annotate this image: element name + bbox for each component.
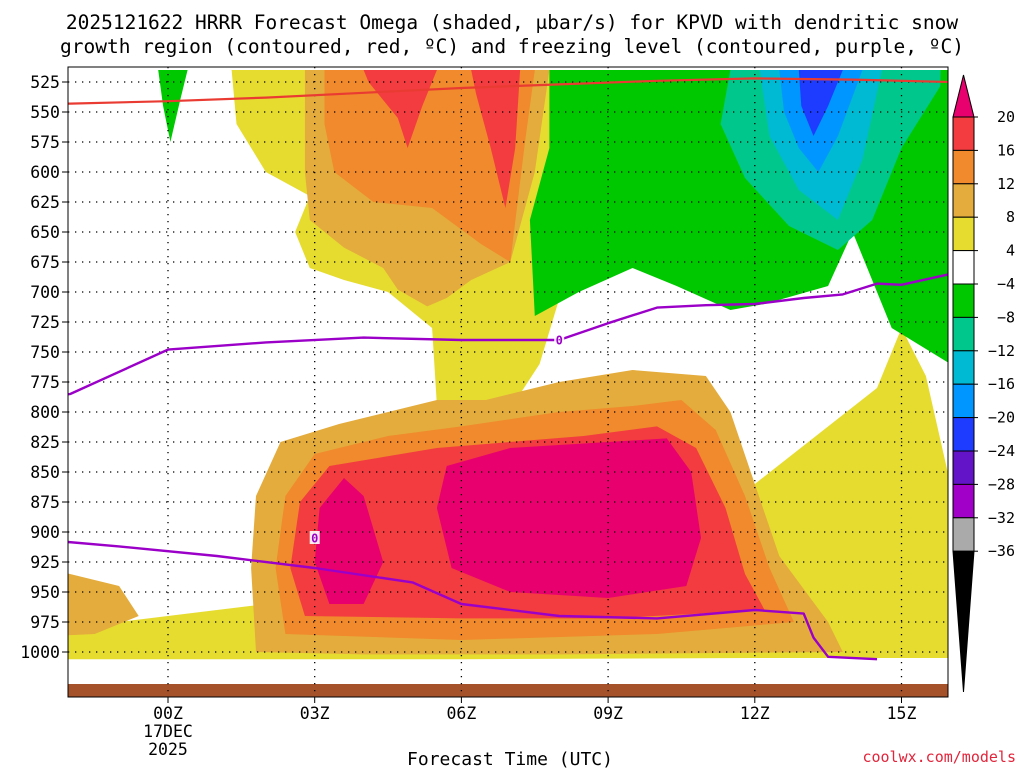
- plot-area: 00: [68, 67, 948, 697]
- y-tick-label-700: 700: [30, 283, 60, 302]
- freezing-level-lower: [68, 540, 878, 661]
- y-tick-label-600: 600: [30, 163, 60, 182]
- colorbar-swatch-9: [952, 383, 975, 419]
- colorbar-swatch-2: [952, 149, 975, 185]
- y-tick-label-525: 525: [30, 73, 60, 92]
- omega-positive-12-to-16-upper: [324, 70, 535, 262]
- chart-title-line-1: 2025121622 HRRR Forecast Omega (shaded, …: [66, 11, 958, 34]
- colorbar-label-3: 8: [1006, 208, 1015, 226]
- y-tick-label-950: 950: [30, 583, 60, 602]
- credit-text: coolwx.com/models: [862, 748, 1016, 766]
- y-tick-label-825: 825: [30, 433, 60, 452]
- colorbar-swatch-4: [952, 216, 975, 252]
- omega-positive-over-20-core-a: [314, 478, 384, 604]
- x-axis-label: Forecast Time (UTC): [407, 749, 613, 768]
- omega-negative-minus16-to-minus20: [779, 70, 863, 172]
- colorbar-swatch-5: [952, 250, 975, 285]
- freezing-level-upper: [68, 273, 948, 396]
- colorbar-swatch-11: [952, 450, 975, 485]
- colorbar-label-2: 12: [997, 175, 1015, 193]
- colorbar-swatch-6: [952, 283, 975, 318]
- y-tick-label-725: 725: [30, 313, 60, 332]
- omega-positive-over-20-core-b: [436, 438, 701, 598]
- colorbar-label-4: 4: [1006, 242, 1015, 260]
- y-tick-label-800: 800: [30, 403, 60, 422]
- y-tick-label-650: 650: [30, 223, 60, 242]
- colorbar-label-0: 20: [997, 108, 1015, 126]
- y-tick-label-1000: 1000: [20, 643, 60, 662]
- freezing-level-lower-label: 0: [311, 532, 318, 546]
- x-tick-date: 17DEC: [143, 722, 193, 741]
- colorbar-label-12: −32: [988, 509, 1015, 527]
- omega-negative-minus4-small: [158, 70, 188, 142]
- colorbar-label-7: −12: [988, 342, 1015, 360]
- dendritic-snow-contour-upper: [68, 77, 948, 105]
- y-tick-label-775: 775: [30, 373, 60, 392]
- freezing-level-upper-label-bg: [554, 333, 565, 346]
- colorbar-upper-arrow: [952, 74, 975, 118]
- x-tick-year: 2025: [148, 740, 188, 759]
- gridlines: [68, 67, 948, 697]
- colorbar-label-10: −24: [988, 442, 1015, 460]
- ground-surface-bar: [68, 684, 948, 697]
- y-tick-label-875: 875: [30, 493, 60, 512]
- colorbar-swatch-3: [952, 183, 975, 218]
- y-tick-label-900: 900: [30, 523, 60, 542]
- colorbar-swatch-13: [952, 517, 975, 552]
- chart-title-line-2: growth region (contoured, red, ºC) and f…: [60, 35, 964, 58]
- omega-negative-minus20-to-minus24: [798, 70, 843, 136]
- y-tick-label-850: 850: [30, 463, 60, 482]
- colorbar-label-9: −20: [988, 409, 1015, 427]
- omega-shading-layer: [68, 70, 948, 660]
- freezing-level-upper-label: 0: [556, 334, 563, 348]
- freezing-level-lower-label-bg: [309, 531, 320, 544]
- x-tick-label-06Z: 06Z: [446, 704, 476, 723]
- x-tick-label-15Z: 15Z: [887, 704, 917, 723]
- colorbar: 20 16 12 8 4 −4 −8 −12 −16 −20 −24 −28 −32 −36: [952, 74, 1015, 693]
- x-tick-label-00Z: 00Z: [153, 704, 183, 723]
- x-tick-label-12Z: 12Z: [740, 704, 770, 723]
- x-tick-label-09Z: 09Z: [593, 704, 623, 723]
- colorbar-swatch-12: [952, 483, 975, 519]
- omega-positive-16-to-20-core-b: [471, 70, 521, 208]
- colorbar-swatch-1: [952, 116, 975, 151]
- omega-positive-8-to-12-lower: [68, 573, 139, 636]
- colorbar-label-11: −28: [988, 475, 1015, 493]
- colorbar-swatch-7: [952, 316, 975, 352]
- colorbar-label-5: −4: [997, 275, 1015, 293]
- y-tick-label-975: 975: [30, 613, 60, 632]
- y-tick-label-575: 575: [30, 133, 60, 152]
- omega-negative-minus4-right-edge: [938, 70, 948, 317]
- colorbar-label-6: −8: [997, 308, 1015, 326]
- y-tick-label-925: 925: [30, 553, 60, 572]
- y-tick-label-750: 750: [30, 343, 60, 362]
- x-tick-label-03Z: 03Z: [300, 704, 330, 723]
- y-tick-label-625: 625: [30, 193, 60, 212]
- colorbar-lower-arrow: [952, 550, 975, 693]
- colorbar-label-1: 16: [997, 141, 1015, 159]
- colorbar-swatch-10: [952, 417, 975, 452]
- colorbar-label-8: −16: [988, 375, 1015, 393]
- colorbar-swatch-8: [952, 350, 975, 385]
- colorbar-label-13: −36: [988, 542, 1015, 560]
- y-tick-label-550: 550: [30, 103, 60, 122]
- y-axis: 525 550 575 600 625 650 675 700 725 750 775 800 825 8…: [20, 73, 68, 662]
- y-tick-label-675: 675: [30, 253, 60, 272]
- contour-layer: 00: [68, 77, 948, 661]
